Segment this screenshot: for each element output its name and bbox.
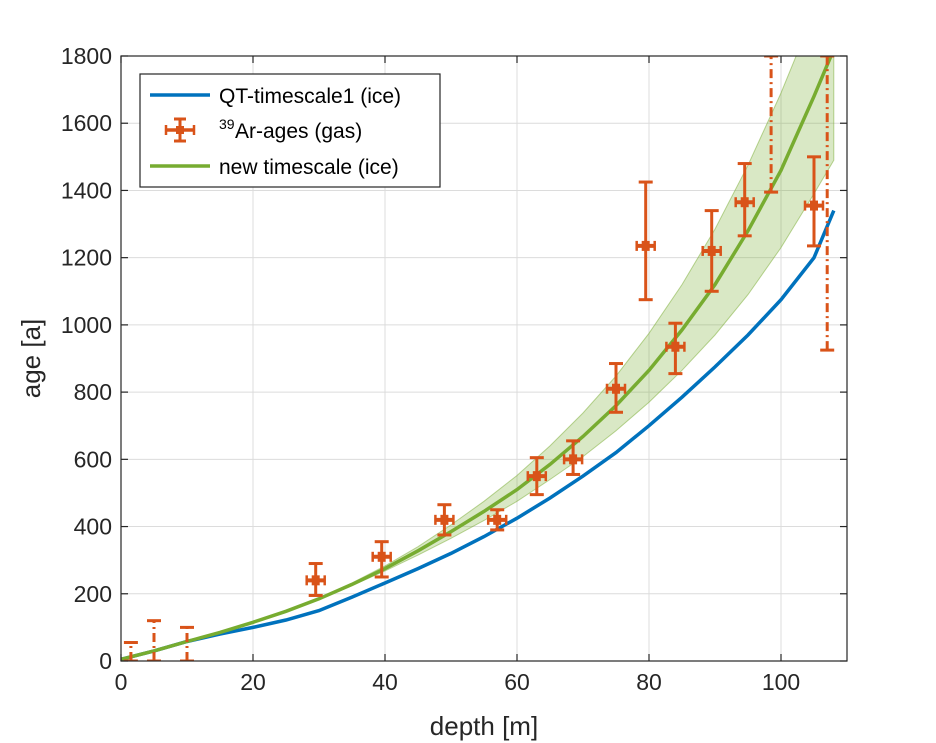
data-point-marker bbox=[707, 245, 716, 256]
plot-area bbox=[121, 56, 836, 661]
ar-age-point bbox=[486, 508, 508, 532]
ar-age-point bbox=[764, 56, 779, 194]
legend-label-ar-superscript: 39 bbox=[219, 116, 235, 132]
ar-age-point bbox=[147, 619, 161, 661]
x-tick-label: 60 bbox=[504, 669, 530, 695]
y-tick-label: 1200 bbox=[61, 245, 112, 271]
data-point-marker bbox=[569, 454, 578, 465]
ar-age-point bbox=[734, 162, 755, 238]
data-point-marker bbox=[440, 514, 449, 525]
x-tick-label: 20 bbox=[240, 669, 266, 695]
ar-age-point bbox=[305, 562, 326, 597]
legend-label-new-timescale: new timescale (ice) bbox=[219, 156, 399, 179]
legend-label-qt-timescale1: QT-timescale1 (ice) bbox=[219, 85, 401, 108]
y-tick-label: 0 bbox=[99, 648, 112, 674]
ar-age-point bbox=[665, 321, 686, 376]
ar-age-point bbox=[371, 540, 392, 579]
ar-age-point bbox=[635, 180, 656, 302]
y-tick-label: 800 bbox=[74, 379, 112, 405]
legend-swatch-ar-marker bbox=[176, 126, 184, 134]
data-point-marker bbox=[612, 383, 620, 394]
x-tick-label: 80 bbox=[636, 669, 662, 695]
y-tick-label: 1400 bbox=[61, 177, 112, 203]
data-point-marker bbox=[493, 514, 502, 525]
series-line-qt-timescale1 bbox=[121, 209, 836, 661]
y-tick-label: 1600 bbox=[61, 110, 112, 136]
ar-age-point bbox=[820, 56, 835, 352]
data-point-marker bbox=[532, 471, 541, 482]
ar-age-point bbox=[123, 641, 138, 661]
legend: QT-timescale1 (ice) 39 Ar-ages (gas) new ti… bbox=[139, 73, 441, 188]
data-point-marker bbox=[671, 341, 680, 352]
data-point-marker bbox=[740, 197, 749, 208]
y-tick-label: 1000 bbox=[61, 312, 112, 338]
data-point-marker bbox=[641, 240, 650, 251]
axis-ticks: 0 20 40 60 80 1000200400600800100012001400160… bbox=[61, 43, 847, 695]
y-tick-label: 600 bbox=[74, 446, 112, 472]
data-point-marker bbox=[311, 575, 320, 586]
y-tick-label: 200 bbox=[74, 581, 112, 607]
x-tick-label: 0 bbox=[115, 669, 128, 695]
ar-age-point bbox=[180, 625, 194, 661]
data-point-marker bbox=[810, 200, 818, 211]
series-line-new-timescale bbox=[121, 56, 833, 661]
ar-age-point bbox=[803, 155, 825, 248]
ar-age-point bbox=[701, 209, 722, 293]
legend-label-ar-ages: Ar-ages (gas) bbox=[235, 120, 362, 143]
x-tick-label: 40 bbox=[372, 669, 398, 695]
axes-frame bbox=[120, 55, 848, 662]
ar-age-point bbox=[605, 362, 627, 414]
ar-age-point bbox=[434, 503, 455, 537]
y-tick-label: 400 bbox=[74, 514, 112, 540]
ar-age-point bbox=[562, 439, 584, 476]
x-tick-label: 100 bbox=[762, 669, 800, 695]
ar-age-point bbox=[526, 456, 548, 497]
data-point-marker bbox=[377, 551, 386, 562]
y-axis-label: age [a] bbox=[16, 319, 46, 399]
x-axis-label: depth [m] bbox=[430, 711, 538, 741]
y-tick-label: 1800 bbox=[61, 43, 112, 69]
